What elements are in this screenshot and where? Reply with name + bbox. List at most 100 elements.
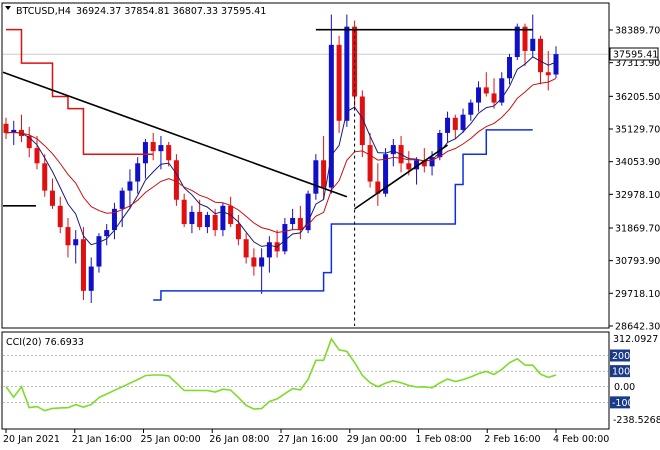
candle-body[interactable] — [127, 181, 133, 191]
candle-body[interactable] — [34, 148, 40, 164]
cci-line — [5, 337, 557, 412]
candle-body[interactable] — [42, 163, 48, 191]
candle-body[interactable] — [290, 217, 296, 225]
candle-body[interactable] — [476, 87, 482, 103]
cci-level-box — [610, 396, 630, 409]
candle-body[interactable] — [96, 236, 102, 267]
candle-body[interactable] — [328, 44, 334, 188]
descending-trendline[interactable] — [2, 71, 348, 198]
candle-body[interactable] — [313, 160, 319, 194]
cci-level-label: 100 — [612, 367, 630, 378]
candle-body[interactable] — [235, 224, 241, 240]
resistance-step-line — [6, 28, 154, 155]
candle-body[interactable] — [251, 257, 257, 267]
price-tick-label: 34053.90 — [615, 157, 660, 168]
cci-level-label: 0.00 — [614, 382, 635, 393]
candle-body[interactable] — [197, 211, 203, 228]
candle-body[interactable] — [406, 163, 412, 170]
candle-body[interactable] — [460, 114, 466, 130]
candle-body[interactable] — [266, 242, 272, 258]
candle-body[interactable] — [538, 38, 544, 73]
candle-body[interactable] — [119, 190, 125, 209]
indicator-plot-frame — [1, 331, 610, 430]
ascending-trendline[interactable] — [354, 144, 449, 210]
candle-body[interactable] — [80, 239, 86, 291]
time-tick-label: 26 Jan 08:00 — [209, 434, 269, 445]
candle-body[interactable] — [57, 205, 63, 228]
candle-body[interactable] — [383, 154, 389, 194]
candle-body[interactable] — [282, 224, 288, 252]
candle-body[interactable] — [88, 266, 94, 291]
candle-body[interactable] — [220, 205, 226, 231]
candle-body[interactable] — [49, 190, 55, 206]
candle-body[interactable] — [445, 117, 451, 133]
candle-body[interactable] — [530, 38, 536, 51]
price-tick-label: 36205.50 — [615, 92, 660, 103]
candle-body[interactable] — [297, 217, 303, 231]
candle-body[interactable] — [421, 160, 427, 167]
candle-body[interactable] — [359, 96, 365, 146]
candle-body[interactable] — [414, 160, 420, 170]
candle-body[interactable] — [26, 135, 32, 149]
cci-axis-top: 312.0927 — [613, 334, 658, 345]
candle-body[interactable] — [135, 163, 141, 182]
candle-body[interactable] — [243, 239, 249, 258]
candle-body[interactable] — [483, 87, 489, 94]
candle-body[interactable] — [166, 145, 172, 161]
ema-slow-line — [5, 77, 557, 234]
cci-label: CCI(20) 76.6933 — [6, 337, 84, 348]
time-tick-label: 20 Jan 2021 — [3, 434, 60, 445]
symbol-triangle-icon — [5, 6, 11, 10]
candle-body[interactable] — [305, 193, 311, 231]
candle-body[interactable] — [158, 145, 164, 152]
candle-body[interactable] — [375, 181, 381, 194]
candle-body[interactable] — [336, 44, 342, 121]
candle-body[interactable] — [514, 26, 520, 58]
candle-body[interactable] — [150, 142, 156, 152]
candle-body[interactable] — [3, 123, 9, 133]
support-step-line — [153, 129, 533, 301]
candle-body[interactable] — [181, 199, 187, 225]
candle-body[interactable] — [189, 211, 195, 225]
candle-body[interactable] — [390, 145, 396, 155]
candle-body[interactable] — [73, 239, 79, 246]
candle-body[interactable] — [468, 102, 474, 115]
candle-body[interactable] — [553, 54, 559, 75]
ohlc-values: 36924.37 37854.81 36807.33 37595.41 — [76, 6, 266, 17]
drawn-trendlines[interactable] — [2, 28, 533, 326]
candle-body[interactable] — [212, 214, 218, 231]
price-tick-label: 30793.90 — [615, 256, 660, 267]
candle-body[interactable] — [522, 26, 528, 51]
candle-body[interactable] — [452, 117, 458, 130]
current-price-text: 37595.41 — [613, 50, 658, 61]
candle-body[interactable] — [499, 78, 505, 103]
candle-body[interactable] — [507, 57, 513, 79]
candle-body[interactable] — [65, 227, 71, 246]
candle-body[interactable] — [104, 230, 110, 237]
price-indicators — [5, 28, 557, 301]
cci-axis-bottom: -238.5268 — [613, 415, 660, 426]
candle-body[interactable] — [11, 129, 17, 133]
candle-body[interactable] — [259, 257, 265, 267]
candle-body[interactable] — [204, 214, 210, 228]
price-tick-label: 29718.10 — [615, 289, 660, 300]
candle-body[interactable] — [437, 132, 443, 158]
price-tick-label: 28642.30 — [615, 322, 660, 333]
time-tick-label: 1 Feb 08:00 — [416, 434, 472, 445]
candle-body[interactable] — [344, 26, 350, 121]
time-tick-label: 29 Jan 00:00 — [347, 434, 407, 445]
candle-body[interactable] — [367, 145, 373, 182]
cci-level-box — [610, 349, 630, 362]
candle-body[interactable] — [142, 142, 148, 164]
time-axis: 20 Jan 2021 21 Jan 16:00 25 Jan 00:00 26 Ja… — [3, 429, 609, 445]
candle-body[interactable] — [111, 208, 117, 231]
candle-body[interactable] — [545, 72, 551, 76]
price-tick-label: 37313.90 — [615, 58, 660, 69]
cci-axis: 200 100 0.00 -100 312.0927 -238.5268 — [610, 334, 660, 426]
candle-body[interactable] — [173, 160, 179, 200]
candle-body[interactable] — [491, 93, 497, 103]
candle-body[interactable] — [429, 157, 435, 167]
symbol-label: BTCUSD,H4 — [16, 6, 71, 17]
candle-body[interactable] — [321, 160, 327, 188]
